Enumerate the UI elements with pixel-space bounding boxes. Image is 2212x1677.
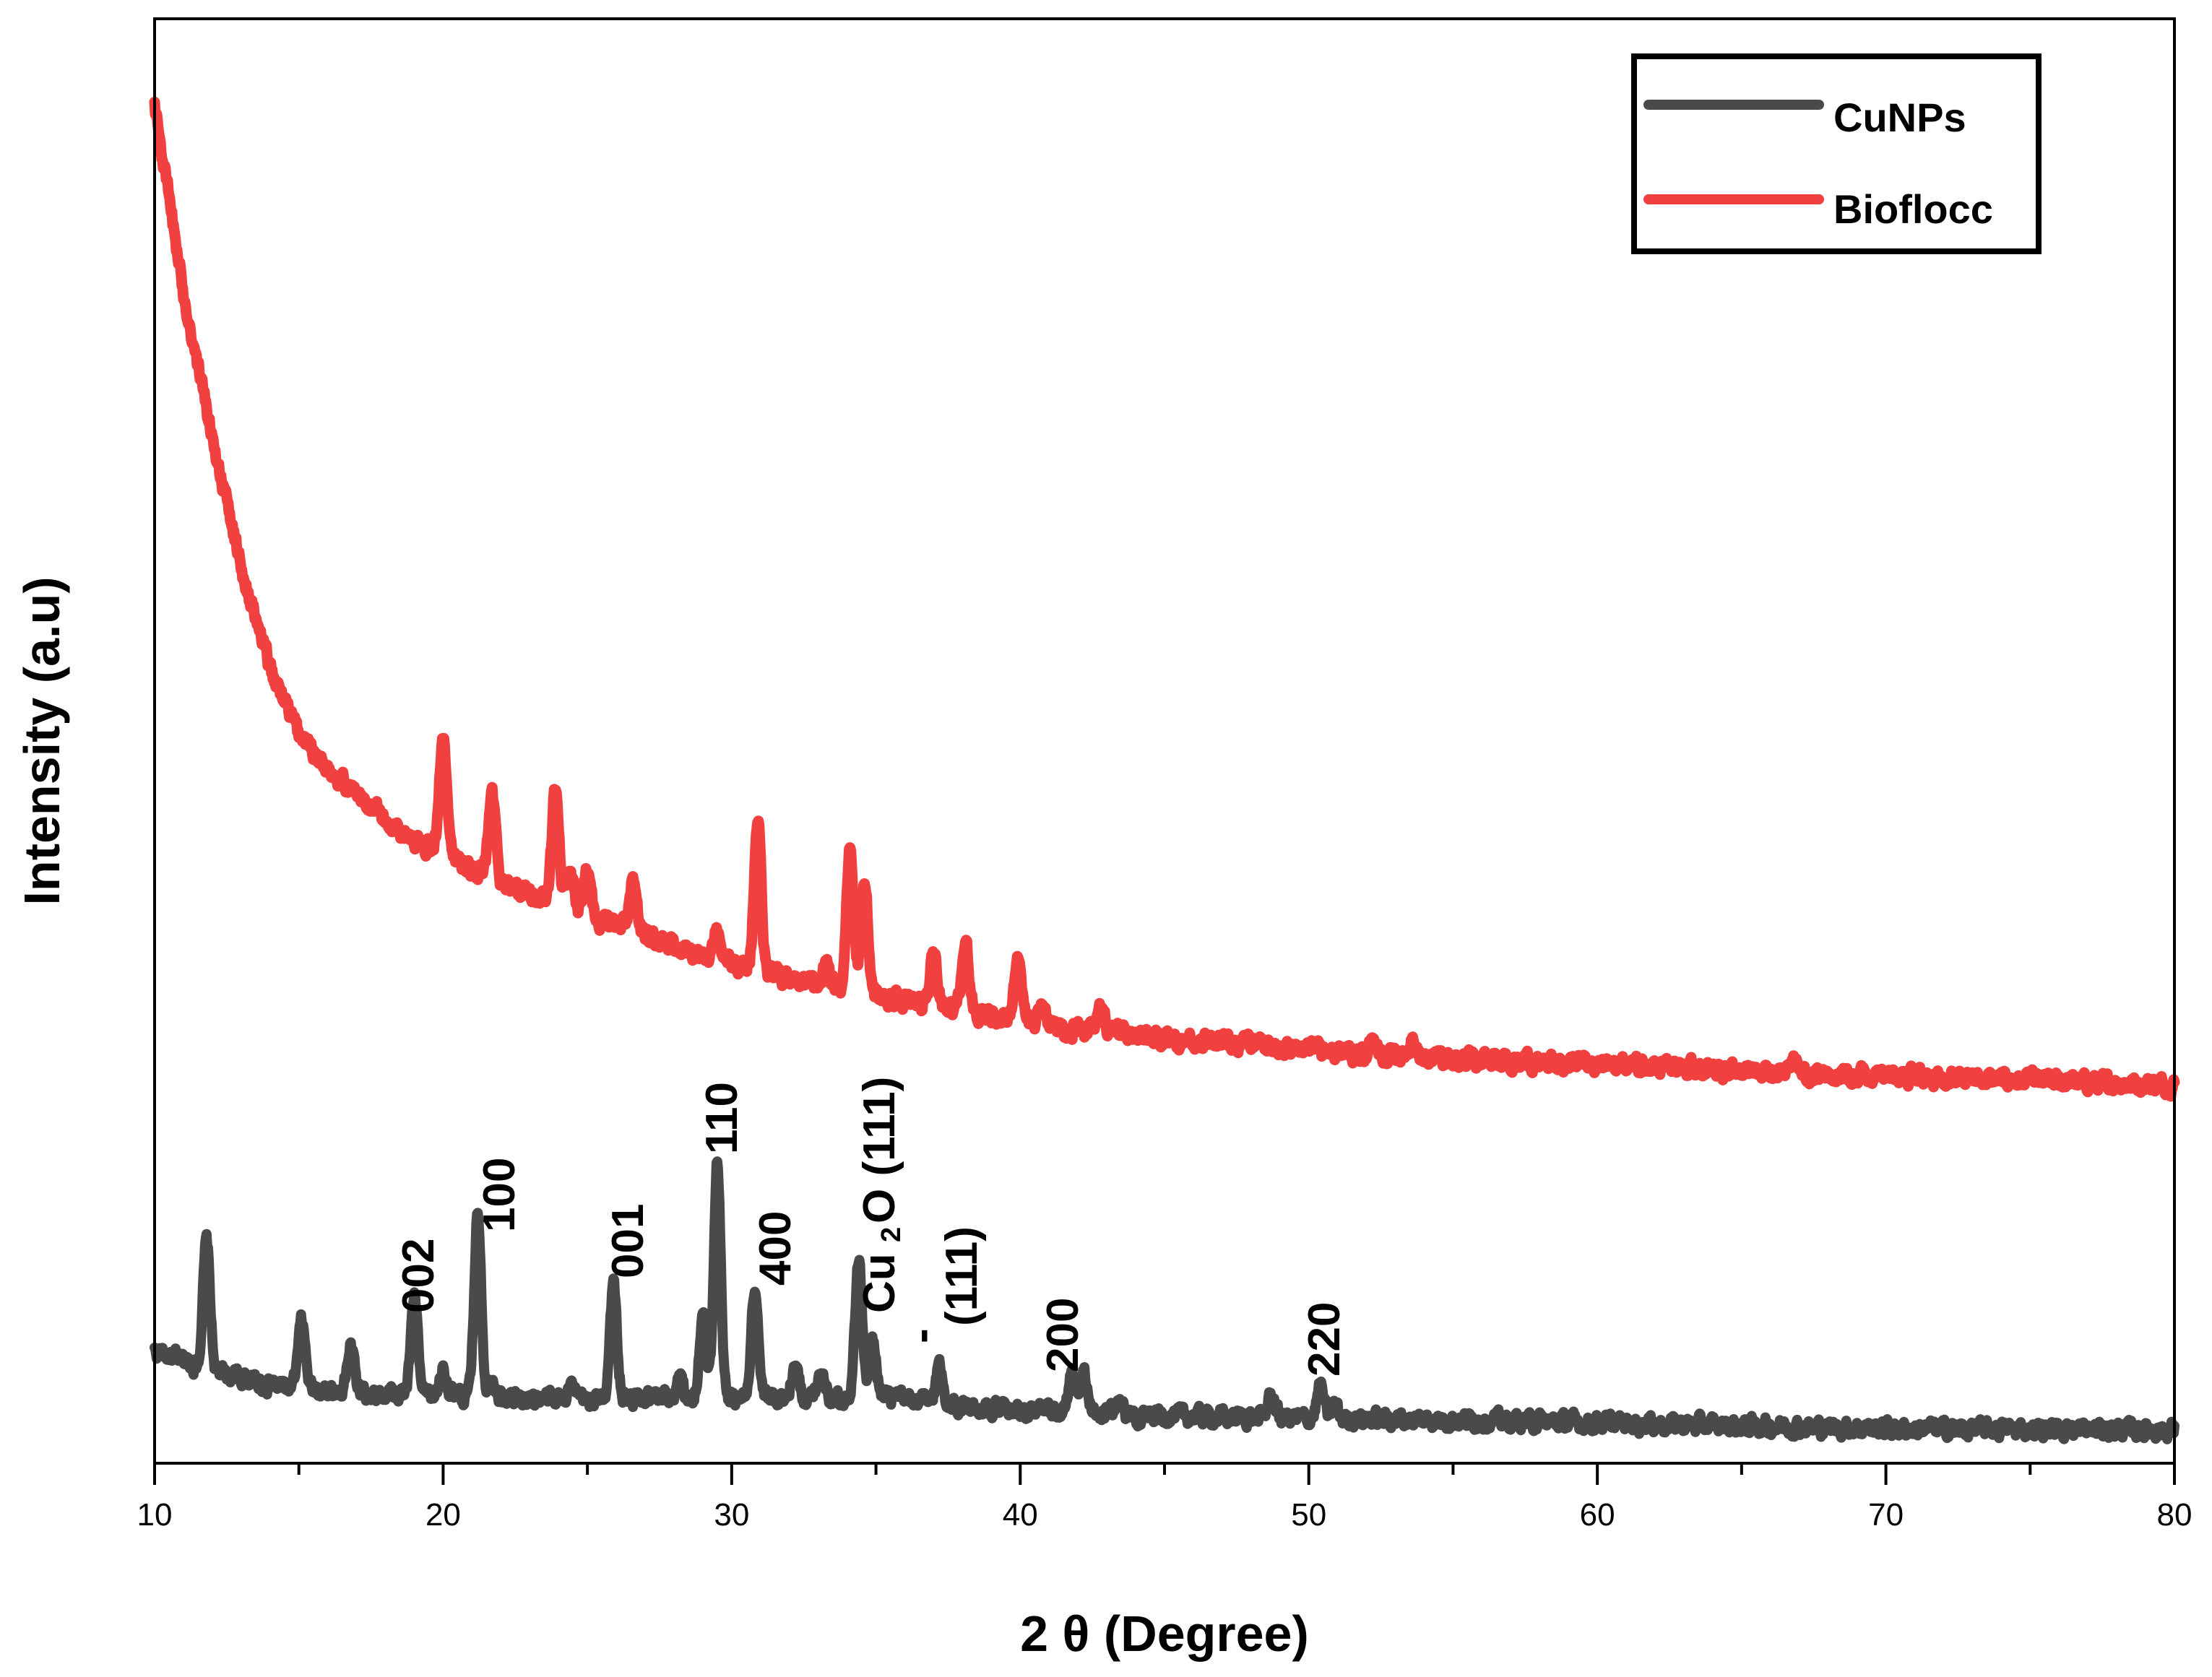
x-tick-label: 60 <box>1580 1497 1615 1533</box>
series-line-cunps <box>150 1156 2179 1444</box>
x-axis-tick-labels: 10 20 30 40 50 60 70 80 <box>137 1497 2192 1533</box>
peak-label: Cu <box>855 1253 904 1313</box>
y-axis-title: Intensity (a.u) <box>14 576 70 905</box>
legend-label-bioflocc: Bioflocc <box>1833 186 1993 232</box>
peak-label: 002 <box>394 1239 444 1313</box>
peak-label: 200 <box>1038 1298 1088 1372</box>
x-tick-label: 40 <box>1003 1497 1038 1533</box>
peak-annotations: 002 100 001 110 400 Cu 2 O (111) - (111) 200 220 <box>394 1077 1349 1377</box>
x-tick-label: 20 <box>425 1497 461 1533</box>
peak-label: 001 <box>603 1204 653 1278</box>
x-axis-title: 2 θ (Degree) <box>1020 1606 1309 1662</box>
legend-label-cunps: CuNPs <box>1833 95 1966 140</box>
plot-lines <box>149 96 2180 1444</box>
peak-label: - <box>897 1328 946 1343</box>
series-line-bioflocc <box>149 96 2180 1102</box>
peak-label: 100 <box>475 1158 524 1232</box>
x-tick-label: 30 <box>714 1497 749 1533</box>
legend-box <box>1631 53 2042 254</box>
peak-label: 400 <box>751 1211 800 1286</box>
x-axis-ticks <box>153 1463 2176 1485</box>
peak-label: 2 <box>876 1227 907 1242</box>
x-tick-label: 50 <box>1291 1497 1326 1533</box>
peak-label: 220 <box>1300 1302 1349 1377</box>
peak-label: O (111) <box>855 1077 904 1223</box>
x-tick-label: 80 <box>2157 1497 2192 1533</box>
peak-label: (111) <box>937 1226 987 1326</box>
x-tick-label: 10 <box>137 1497 173 1533</box>
legend: CuNPs Bioflocc <box>1631 53 2042 254</box>
x-tick-label: 70 <box>1868 1497 1904 1533</box>
peak-label: 110 <box>697 1082 747 1154</box>
